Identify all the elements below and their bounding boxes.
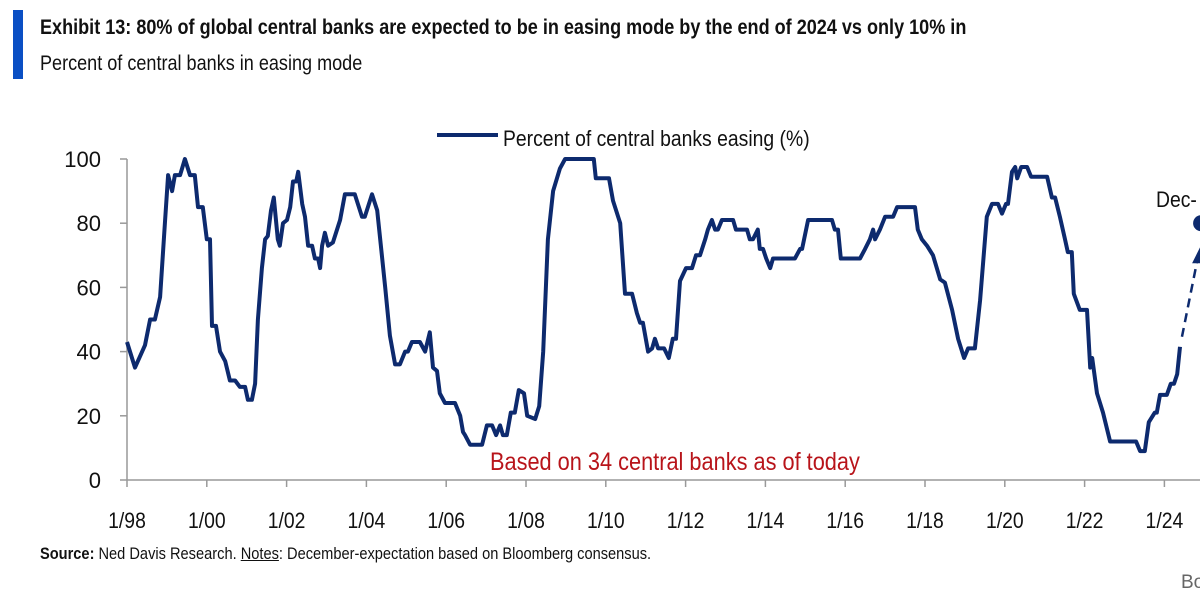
notes-label: Notes [240, 544, 279, 563]
notes-text: : December-expectation based on Bloomber… [278, 544, 652, 563]
source-label: Source: [40, 544, 95, 563]
expectation-point [1193, 215, 1200, 232]
x-tick-label: 1/10 [587, 509, 625, 533]
x-tick-label: 1/00 [188, 509, 226, 533]
logo: Bo [1181, 572, 1200, 593]
annotation-text: Based on 34 central banks as of today [490, 448, 860, 476]
x-tick-label: 1/02 [268, 509, 306, 533]
x-tick-label: 1/06 [427, 509, 465, 533]
x-tick-label: 1/24 [1146, 509, 1184, 533]
x-tick-label: 1/22 [1066, 509, 1104, 533]
accent-bar [13, 10, 23, 79]
expectation-dashed-arrow [1180, 260, 1199, 338]
y-tick-label: 40 [77, 340, 101, 365]
x-tick-label: 1/14 [747, 509, 785, 533]
chart-title: Exhibit 13: 80% of global central banks … [40, 16, 967, 39]
chart-subtitle: Percent of central banks in easing mode [40, 52, 363, 75]
y-tick-label: 80 [77, 211, 101, 236]
x-tick-label: 1/20 [986, 509, 1024, 533]
y-tick-label: 20 [77, 404, 101, 429]
y-tick-label: 100 [64, 147, 101, 172]
expectation-label: Dec- [1156, 188, 1197, 212]
x-tick-label: 1/04 [348, 509, 386, 533]
x-tick-label: 1/16 [826, 509, 864, 533]
y-tick-label: 60 [77, 275, 101, 300]
legend: Percent of central banks easing (%) [437, 127, 810, 151]
source-note: Source: Ned Davis Research. Notes: Decem… [40, 544, 651, 564]
source-text: Ned Davis Research. [94, 544, 241, 563]
series-line [125, 157, 1182, 454]
arrowhead-icon [1192, 247, 1200, 264]
legend-label: Percent of central banks easing (%) [503, 127, 810, 151]
x-tick-label: 1/18 [906, 509, 944, 533]
y-tick-label: 0 [89, 468, 101, 493]
x-tick-label: 1/08 [507, 509, 545, 533]
x-tick-label: 1/12 [667, 509, 705, 533]
x-tick-label: 1/98 [108, 509, 146, 533]
